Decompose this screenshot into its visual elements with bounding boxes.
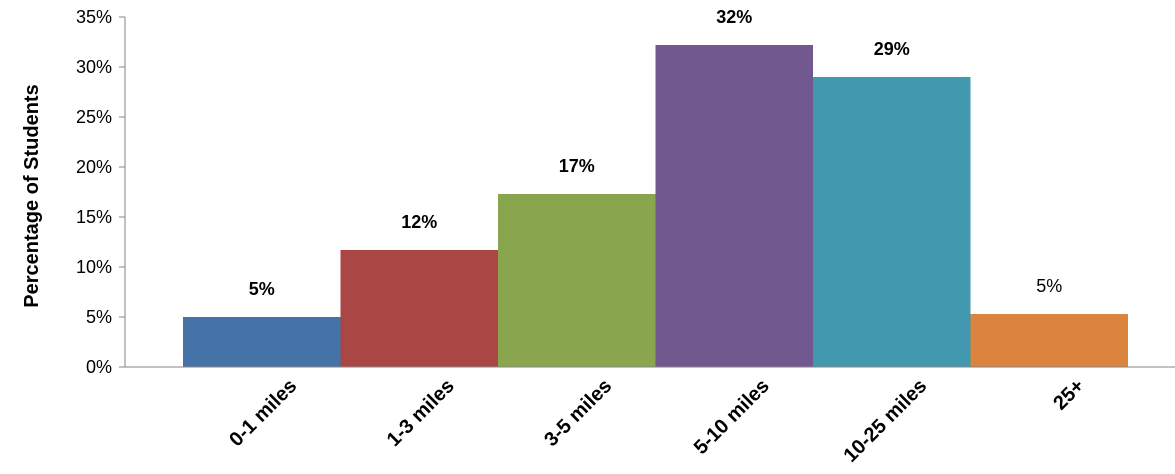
data-label: 5% (1036, 276, 1062, 296)
category-label: 1-3 miles (383, 375, 459, 451)
bar (340, 250, 498, 367)
data-label: 32% (716, 7, 752, 27)
category-label: 25+ (1049, 375, 1089, 415)
data-label: 12% (401, 212, 437, 232)
category-label: 3-5 miles (540, 375, 616, 451)
y-tick-label: 35% (76, 7, 112, 27)
bar (813, 77, 971, 367)
y-tick-label: 0% (86, 357, 112, 377)
y-axis-ticks: 0% 5% 10% 15% 20% 25% 30% 35% (76, 7, 125, 377)
category-label: 0-1 miles (225, 375, 301, 451)
data-labels-group: 5% 12% 17% 32% 29% 5% (249, 7, 1063, 299)
axes-group (124, 17, 1175, 368)
y-tick-label: 10% (76, 257, 112, 277)
bars-group (183, 45, 1128, 367)
y-tick-label: 25% (76, 107, 112, 127)
data-label: 29% (874, 39, 910, 59)
data-label: 17% (559, 156, 595, 176)
y-axis-title: Percentage of Students (21, 84, 43, 307)
category-labels-group: 0-1 miles 1-3 miles 3-5 miles 5-10 miles 10-… (225, 375, 1089, 467)
y-tick-label: 20% (76, 157, 112, 177)
y-tick-label: 5% (86, 307, 112, 327)
y-tick-label: 30% (76, 57, 112, 77)
data-label: 5% (249, 279, 275, 299)
bar (655, 45, 813, 367)
category-label: 10-25 miles (839, 375, 931, 467)
bar (498, 194, 656, 367)
category-label: 5-10 miles (690, 375, 774, 459)
bar (183, 317, 341, 367)
y-tick-label: 15% (76, 207, 112, 227)
bar (970, 314, 1128, 367)
